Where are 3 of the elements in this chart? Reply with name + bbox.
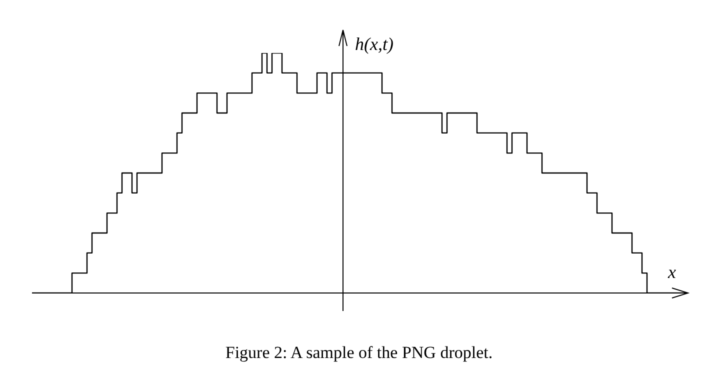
x-axis-title: x (667, 262, 676, 282)
caption: Figure 2: A sample of the PNG droplet. (225, 343, 493, 362)
y-axis-title: h(x,t) (355, 34, 394, 54)
